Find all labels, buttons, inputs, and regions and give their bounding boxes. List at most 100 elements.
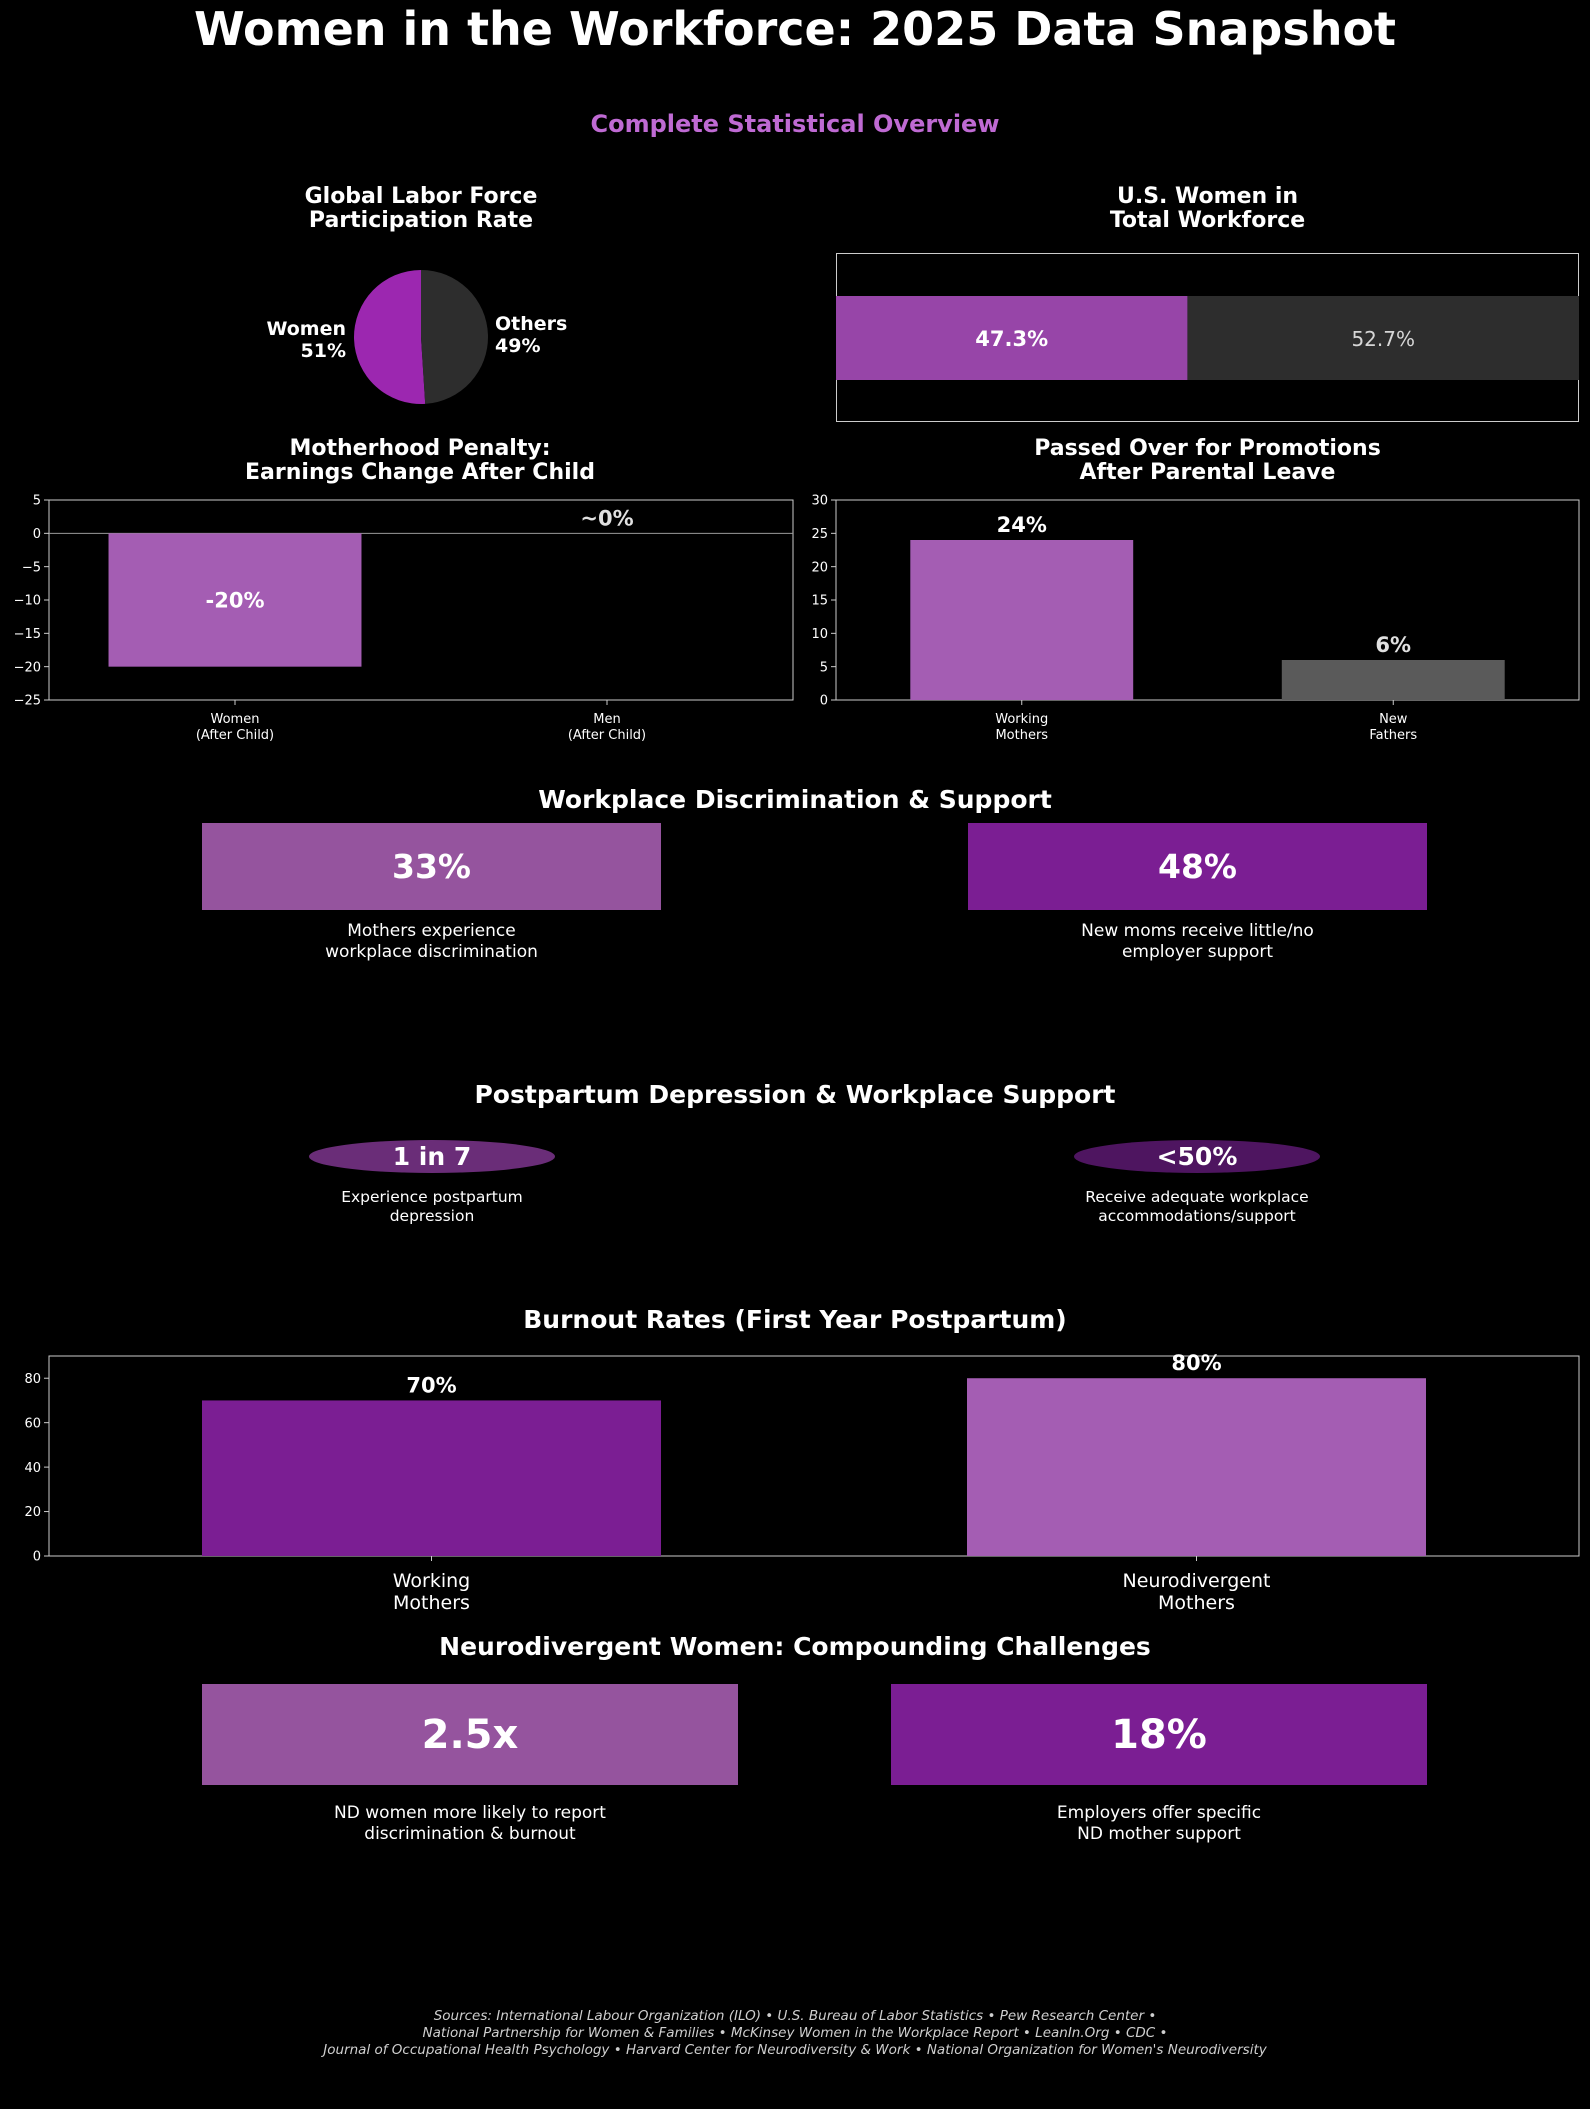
penalty-category-label-1: (After Child) bbox=[196, 728, 274, 743]
penalty-ytick-label: −5 bbox=[22, 560, 41, 575]
burnout-ytick-label: 0 bbox=[33, 1550, 41, 1565]
pie-label-others: Others bbox=[495, 313, 567, 335]
postpartum-caption-1-line-1: Experience postpartum bbox=[341, 1188, 523, 1206]
workforce-title-line-2: Total Workforce bbox=[1109, 208, 1306, 233]
nd-support-caption-line-2: ND mother support bbox=[1077, 1824, 1241, 1844]
burnout-plot-frame bbox=[48, 1355, 1580, 1557]
promotion-category-label-2: New bbox=[1379, 712, 1408, 727]
workforce-chart: 47.3% 52.7% bbox=[836, 253, 1579, 422]
promotion-ytick-label: 10 bbox=[811, 627, 828, 642]
penalty-ytick-label: −25 bbox=[14, 694, 41, 709]
promotion-ytick-label: 20 bbox=[811, 560, 828, 575]
nd-discrimination-stat-caption: ND women more likely to report discrimin… bbox=[202, 1803, 738, 1845]
penalty-title-line-1: Motherhood Penalty: bbox=[289, 436, 551, 461]
page-subtitle: Complete Statistical Overview bbox=[590, 110, 1000, 138]
penalty-category-label-2: (After Child) bbox=[568, 728, 646, 743]
burnout-chart: 80604020070%WorkingMothers80%Neurodiverg… bbox=[24, 1351, 1580, 1614]
pie-slice-women bbox=[353, 270, 426, 404]
support-stat-caption: New moms receive little/no employer supp… bbox=[968, 921, 1427, 963]
burnout-chart-title: Burnout Rates (First Year Postpartum) bbox=[523, 1305, 1067, 1334]
nd-support-stat-caption: Employers offer specific ND mother suppo… bbox=[891, 1803, 1427, 1845]
support-stat-box: 48% bbox=[968, 823, 1427, 910]
burnout-bar-2 bbox=[967, 1378, 1426, 1556]
discrimination-section-title: Workplace Discrimination & Support bbox=[538, 785, 1052, 814]
discrimination-caption-line-2: workplace discrimination bbox=[325, 942, 538, 962]
neurodivergent-section-title: Neurodivergent Women: Compounding Challe… bbox=[439, 1632, 1151, 1661]
promotion-ytick-label: 30 bbox=[811, 494, 828, 509]
sources-line-2: National Partnership for Women & Familie… bbox=[422, 2025, 1168, 2041]
promotion-bar-2 bbox=[1281, 660, 1505, 700]
penalty-ytick-label: 0 bbox=[33, 527, 41, 542]
postpartum-ellipse-accommodation: <50% bbox=[1074, 1140, 1320, 1173]
postpartum-caption-depression: Experience postpartum depression bbox=[232, 1188, 632, 1226]
penalty-chart-title: Motherhood Penalty: Earnings Change Afte… bbox=[20, 437, 820, 485]
sources-line-3: Journal of Occupational Health Psycholog… bbox=[323, 2042, 1267, 2058]
burnout-ytick-label: 80 bbox=[24, 1372, 41, 1387]
penalty-ytick-label: 5 bbox=[33, 494, 41, 509]
nd-discrimination-caption-line-1: ND women more likely to report bbox=[334, 1803, 606, 1823]
support-caption-line-2: employer support bbox=[1121, 942, 1274, 962]
workforce-value-women: 47.3% bbox=[975, 327, 1048, 351]
pie-label-women: Women bbox=[266, 318, 346, 340]
burnout-ytick-label: 20 bbox=[24, 1505, 41, 1520]
penalty-ytick-label: −15 bbox=[14, 627, 41, 642]
promotion-category-label-2: Fathers bbox=[1369, 728, 1417, 743]
page-title: Women in the Workforce: 2025 Data Snapsh… bbox=[193, 2, 1397, 56]
postpartum-caption-accommodation: Receive adequate workplace accommodation… bbox=[997, 1188, 1397, 1226]
pie-title-line-2: Participation Rate bbox=[308, 208, 534, 233]
penalty-ytick-label: −10 bbox=[14, 594, 41, 609]
pie-chart-title: Global Labor Force Participation Rate bbox=[221, 185, 621, 233]
burnout-category-label-1: Working bbox=[393, 1570, 471, 1592]
support-caption-line-1: New moms receive little/no bbox=[1081, 921, 1314, 941]
burnout-category-label-2: Mothers bbox=[1158, 1592, 1235, 1614]
promotion-ytick-label: 25 bbox=[811, 527, 828, 542]
sources-footnote: Sources: International Labour Organizati… bbox=[0, 2008, 1590, 2059]
promotion-title-line-2: After Parental Leave bbox=[1079, 460, 1336, 485]
nd-discrimination-stat-box: 2.5x bbox=[202, 1684, 738, 1785]
promotion-chart-title: Passed Over for Promotions After Parenta… bbox=[836, 437, 1579, 485]
promotion-title-line-1: Passed Over for Promotions bbox=[1034, 436, 1381, 461]
postpartum-caption-1-line-2: depression bbox=[389, 1207, 475, 1225]
discrimination-stat-caption: Mothers experience workplace discriminat… bbox=[202, 921, 661, 963]
sources-line-1: Sources: International Labour Organizati… bbox=[433, 2008, 1157, 2024]
burnout-value-label-1: 70% bbox=[406, 1373, 456, 1397]
burnout-ytick-label: 60 bbox=[24, 1416, 41, 1431]
nd-support-caption-line-1: Employers offer specific bbox=[1056, 1803, 1262, 1823]
penalty-title-line-2: Earnings Change After Child bbox=[245, 460, 595, 485]
promotion-bar-1 bbox=[910, 540, 1134, 700]
burnout-value-label-2: 80% bbox=[1171, 1351, 1221, 1375]
promotion-value-label-1: 24% bbox=[997, 513, 1047, 537]
penalty-category-label-1: Women bbox=[211, 712, 260, 727]
promotion-ytick-label: 15 bbox=[811, 594, 828, 609]
pie-chart: Women 51% Others 49% bbox=[266, 270, 567, 404]
pie-value-others: 49% bbox=[495, 335, 540, 357]
postpartum-caption-2-line-1: Receive adequate workplace bbox=[1085, 1188, 1309, 1206]
promotion-category-label-1: Mothers bbox=[995, 728, 1048, 743]
workforce-chart-title: U.S. Women in Total Workforce bbox=[836, 185, 1579, 233]
promotion-category-label-1: Working bbox=[995, 712, 1048, 727]
workforce-value-others: 52.7% bbox=[1351, 327, 1415, 351]
penalty-value-label-1: -20% bbox=[206, 588, 265, 612]
penalty-value-label-2: ~0% bbox=[580, 506, 633, 530]
nd-discrimination-caption-line-2: discrimination & burnout bbox=[364, 1824, 576, 1844]
burnout-ytick-label: 40 bbox=[24, 1461, 41, 1476]
promotion-value-label-2: 6% bbox=[1375, 633, 1411, 657]
burnout-category-label-1: Mothers bbox=[393, 1592, 470, 1614]
burnout-category-label-2: Neurodivergent bbox=[1123, 1570, 1271, 1592]
workforce-bar-women bbox=[836, 296, 1188, 380]
postpartum-caption-2-line-2: accommodations/support bbox=[1098, 1207, 1296, 1225]
pie-slice-others bbox=[421, 270, 488, 404]
discrimination-caption-line-1: Mothers experience bbox=[347, 921, 516, 941]
postpartum-section-title: Postpartum Depression & Workplace Suppor… bbox=[474, 1080, 1116, 1109]
penalty-category-label-2: Men bbox=[593, 712, 620, 727]
penalty-ytick-label: −20 bbox=[14, 660, 41, 675]
promotion-ytick-label: 5 bbox=[820, 660, 828, 675]
workforce-bar-others bbox=[1187, 296, 1579, 380]
nd-support-stat-box: 18% bbox=[891, 1684, 1427, 1785]
pie-title-line-1: Global Labor Force bbox=[304, 184, 538, 209]
postpartum-ellipse-depression: 1 in 7 bbox=[309, 1140, 555, 1173]
discrimination-stat-box: 33% bbox=[202, 823, 661, 910]
penalty-bar-1 bbox=[108, 533, 362, 667]
burnout-bar-1 bbox=[202, 1400, 661, 1556]
